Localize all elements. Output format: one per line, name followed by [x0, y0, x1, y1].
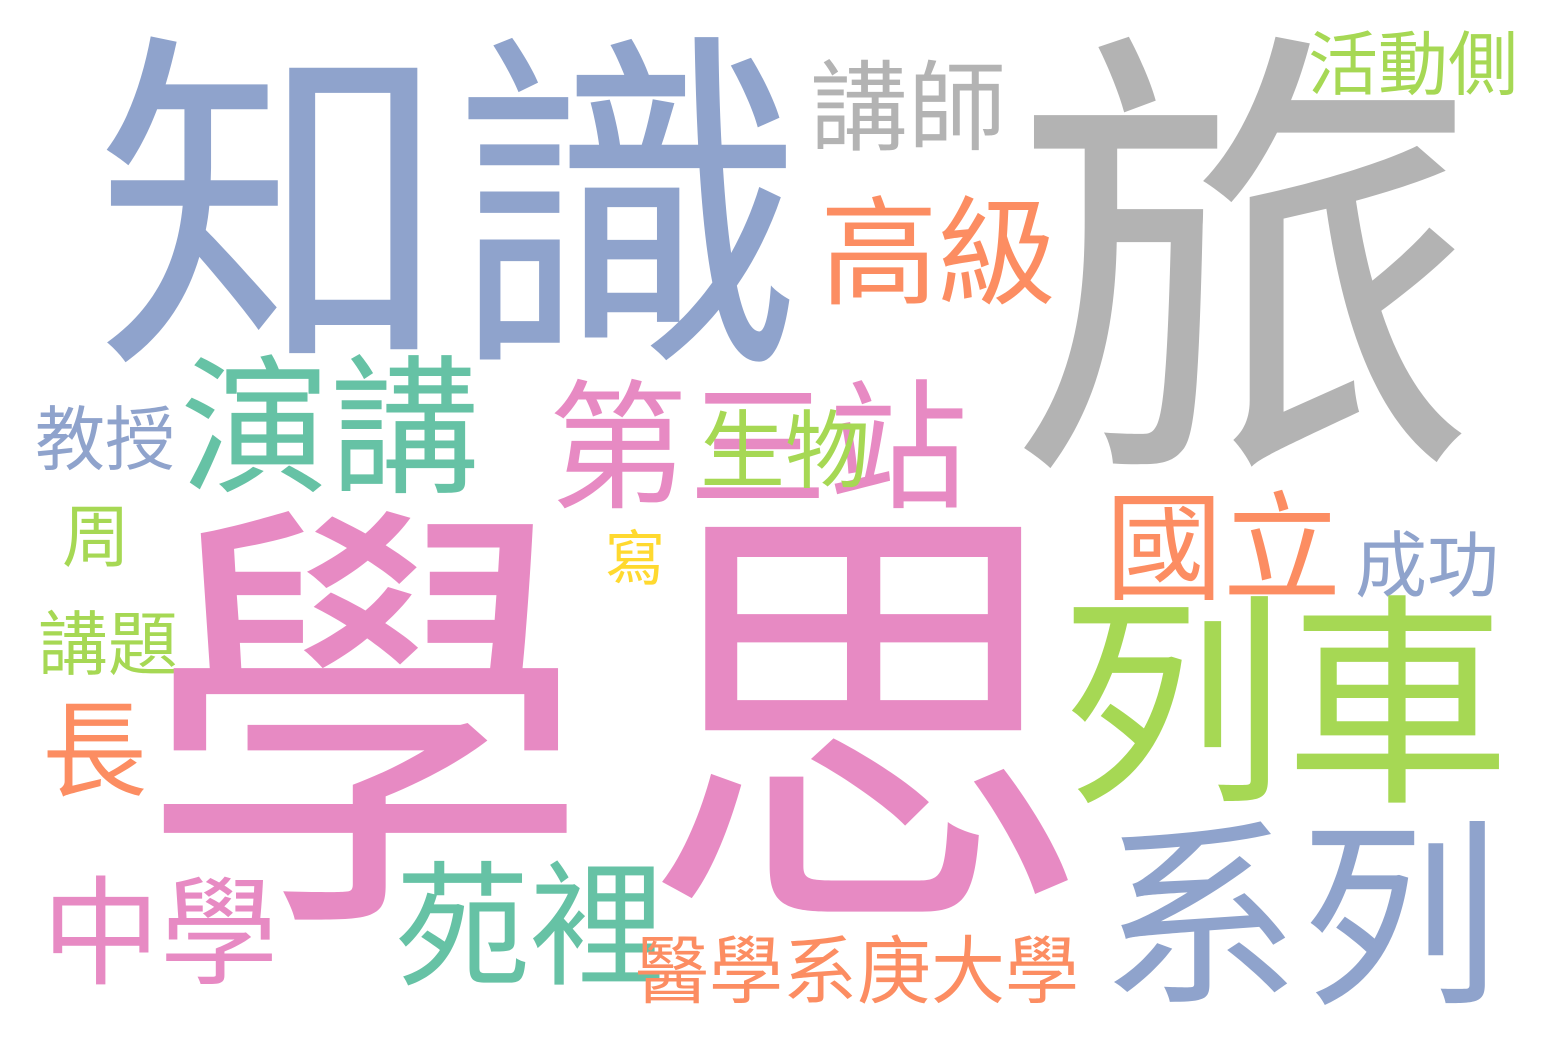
word-jiaoshou: 教授 — [35, 399, 175, 481]
word-zhongxue: 中學 — [42, 865, 279, 1003]
word-guoli: 國立 — [1105, 480, 1342, 618]
word-lu: 旅 — [1010, 0, 1480, 543]
word-xilie: 系列 — [1100, 803, 1501, 1036]
word-lieche: 列車 — [1060, 576, 1510, 838]
word-gaoji: 高級 — [820, 185, 1057, 323]
word-huodong: 活動側 — [1308, 24, 1518, 106]
word-yanjiang: 演講 — [180, 343, 481, 517]
word-si: 思 — [640, 468, 1090, 992]
word-chenggong: 成功 — [1355, 524, 1500, 608]
word-xue: 學 — [140, 468, 590, 992]
word-yixue: 醫學系庚大學 — [635, 929, 1079, 1015]
word-zhang: 長 — [42, 691, 148, 813]
word-zhishi: 知識 — [95, 5, 805, 419]
word-jiangti: 講題 — [38, 604, 178, 686]
word-yuanli: 苑裡 — [395, 849, 665, 1006]
word-shengwu: 生物 — [700, 403, 871, 502]
word-dizhan: 第三站 — [548, 368, 969, 531]
word-zhou: 周 — [62, 499, 131, 578]
word-xie: 寫 — [605, 525, 665, 595]
word-jiangshi: 講師 — [810, 52, 1007, 166]
